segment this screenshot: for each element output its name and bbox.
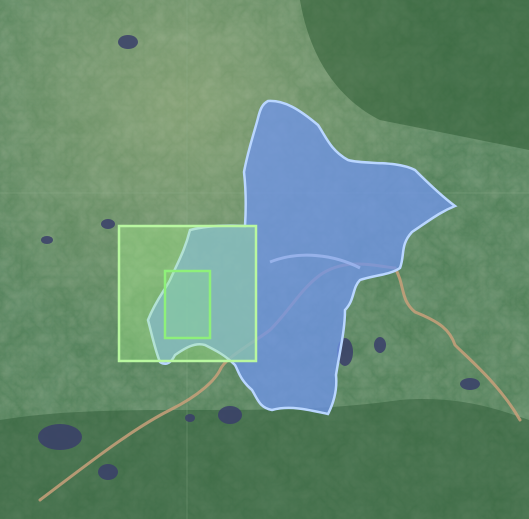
forest-north-east	[300, 0, 529, 150]
highlighted-region[interactable]	[146, 99, 458, 416]
river-in-region	[269, 253, 361, 270]
forest-south	[0, 399, 529, 519]
inner-selection-box[interactable]	[163, 269, 212, 340]
